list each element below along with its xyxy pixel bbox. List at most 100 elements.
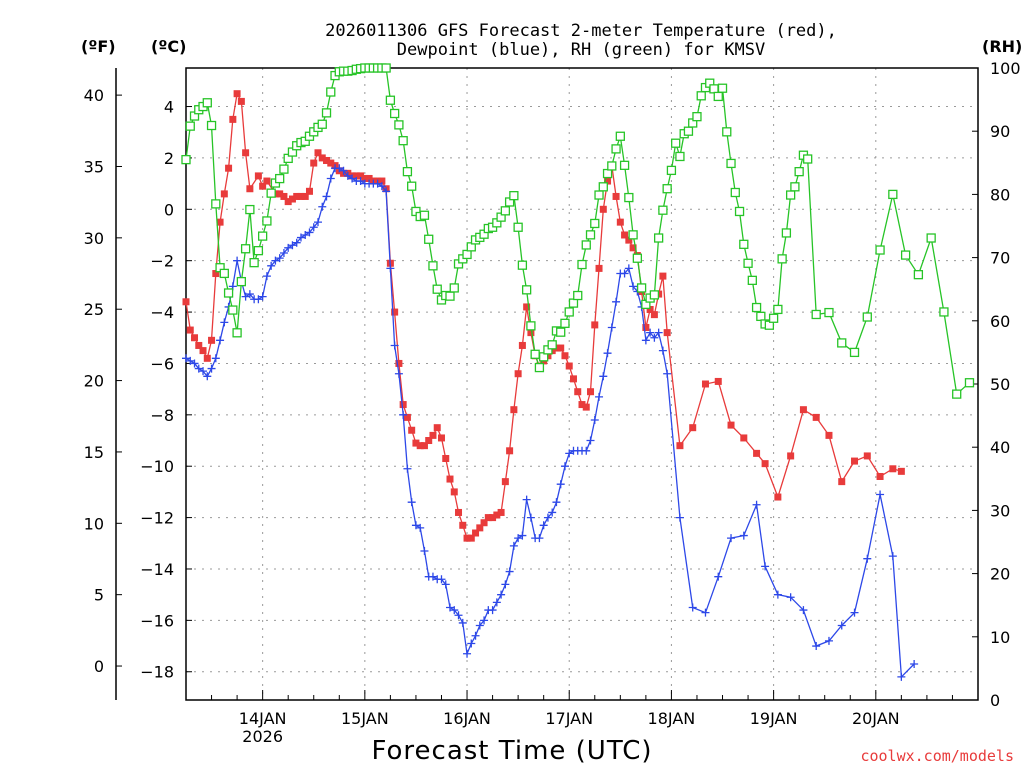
temperature-point: [587, 388, 595, 396]
rh-point: [449, 283, 459, 293]
rh-point: [402, 166, 413, 177]
dewpoint-point: [522, 495, 531, 504]
dewpoint-point: [612, 297, 621, 306]
temperature-point: [574, 388, 582, 396]
rh-point: [675, 151, 685, 162]
rh-point: [849, 347, 860, 358]
rh-point: [747, 275, 757, 286]
dewpoint-point: [595, 392, 604, 401]
rh-point: [726, 158, 736, 169]
dewpoint-point: [824, 636, 833, 645]
dewpoint-point: [910, 660, 919, 669]
dewpoint-point: [497, 590, 506, 599]
dewpoint-point: [560, 462, 569, 471]
rh-point: [526, 321, 536, 331]
dewpoint-point: [641, 336, 650, 345]
dewpoint-point: [446, 603, 454, 612]
temperature-point: [523, 303, 531, 311]
temperature-point: [237, 97, 245, 105]
rh-point: [462, 249, 472, 260]
temperature-point: [259, 182, 267, 190]
rh-point: [734, 206, 745, 217]
rh-point: [624, 192, 634, 203]
rh-point: [790, 182, 800, 192]
rh-point: [632, 253, 643, 263]
rh-tick-label: 80: [990, 185, 1010, 204]
dewpoint-point: [305, 228, 314, 237]
dewpoint-point: [624, 264, 633, 273]
rh-point: [253, 245, 264, 256]
dewpoint-point: [888, 552, 897, 561]
temperature-point: [352, 172, 360, 180]
rh-point: [598, 182, 608, 192]
dewpoint-point: [271, 256, 280, 265]
dewpoint-point: [863, 554, 872, 563]
celsius-tick-label: −6: [150, 354, 174, 373]
rh-point: [381, 63, 391, 73]
temperature-point: [582, 403, 590, 411]
rh-point: [232, 328, 242, 338]
rh-point: [590, 218, 600, 229]
temperature-point: [897, 467, 905, 475]
temperature-point: [714, 377, 722, 385]
celsius-unit-label: (ºC): [151, 37, 186, 56]
dewpoint-point: [552, 498, 561, 507]
rh-point: [692, 112, 702, 122]
rh-line: [185, 67, 970, 396]
temperature-point: [186, 326, 194, 334]
temperature-point: [301, 192, 309, 200]
rh-point: [952, 389, 962, 399]
dewpoint-point: [509, 541, 518, 550]
celsius-tick-label: 4: [164, 98, 174, 117]
rh-point: [321, 108, 332, 118]
rh-point: [398, 136, 408, 146]
temperature-point: [195, 341, 203, 349]
rh-point: [428, 261, 438, 271]
temperature-point: [642, 323, 650, 331]
fahrenheit-tick-label: 40: [84, 86, 104, 105]
rh-point: [202, 98, 212, 108]
dewpoint-point: [386, 264, 395, 273]
dewpoint-line: [185, 167, 915, 679]
dewpoint-point: [245, 290, 254, 299]
dewpoint-point: [739, 531, 748, 540]
rh-point: [407, 181, 417, 191]
temperature-point: [663, 329, 671, 337]
rh-point: [739, 239, 749, 249]
rh-point: [585, 230, 596, 240]
rh-tick-label: 70: [990, 249, 1010, 268]
rh-point: [773, 304, 783, 315]
rh-point: [756, 311, 766, 322]
temperature-point: [480, 519, 488, 527]
celsius-tick-label: −10: [140, 457, 174, 476]
rh-point: [560, 318, 570, 328]
dewpoint-point: [590, 415, 599, 424]
x-tick-label: 15JAN: [341, 709, 389, 728]
temperature-point: [182, 298, 190, 306]
temperature-point: [501, 478, 509, 486]
celsius-tick-label: −8: [150, 406, 174, 425]
dewpoint-point: [518, 531, 527, 540]
temperature-point: [863, 452, 871, 460]
x-tick-label: 20JAN: [852, 709, 900, 728]
x-tick-label: 17JAN: [545, 709, 593, 728]
rh-point: [713, 91, 723, 102]
rh-point: [228, 305, 238, 315]
rh-point: [432, 284, 442, 294]
chart-title-line2: Dewpoint (blue), RH (green) for KMSV: [397, 40, 765, 60]
temperature-point: [433, 424, 441, 432]
dewpoint-point: [403, 464, 412, 473]
rh-point: [785, 190, 796, 200]
temperature-point: [327, 159, 335, 167]
celsius-tick-label: 0: [164, 200, 174, 219]
rh-point: [389, 108, 400, 119]
temperature-point: [514, 370, 522, 378]
celsius-tick-label: −14: [140, 560, 174, 579]
rh-point: [743, 258, 753, 268]
dewpoint-point: [301, 230, 310, 239]
rh-point: [900, 250, 911, 260]
dewpoint-point: [216, 336, 225, 345]
dewpoint-point: [539, 521, 548, 530]
temperature-point: [191, 334, 199, 342]
rh-point: [653, 233, 664, 243]
